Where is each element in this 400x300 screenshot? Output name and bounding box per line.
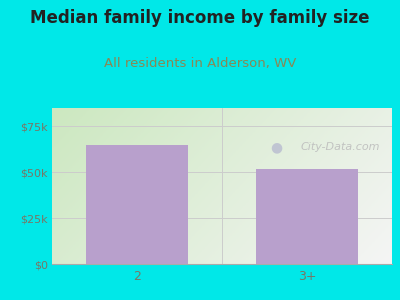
Text: ●: ●: [270, 140, 282, 154]
Text: All residents in Alderson, WV: All residents in Alderson, WV: [104, 57, 296, 70]
Bar: [256, 169, 358, 264]
Bar: [86, 145, 188, 264]
Text: Median family income by family size: Median family income by family size: [30, 9, 370, 27]
Text: City-Data.com: City-Data.com: [300, 142, 380, 152]
